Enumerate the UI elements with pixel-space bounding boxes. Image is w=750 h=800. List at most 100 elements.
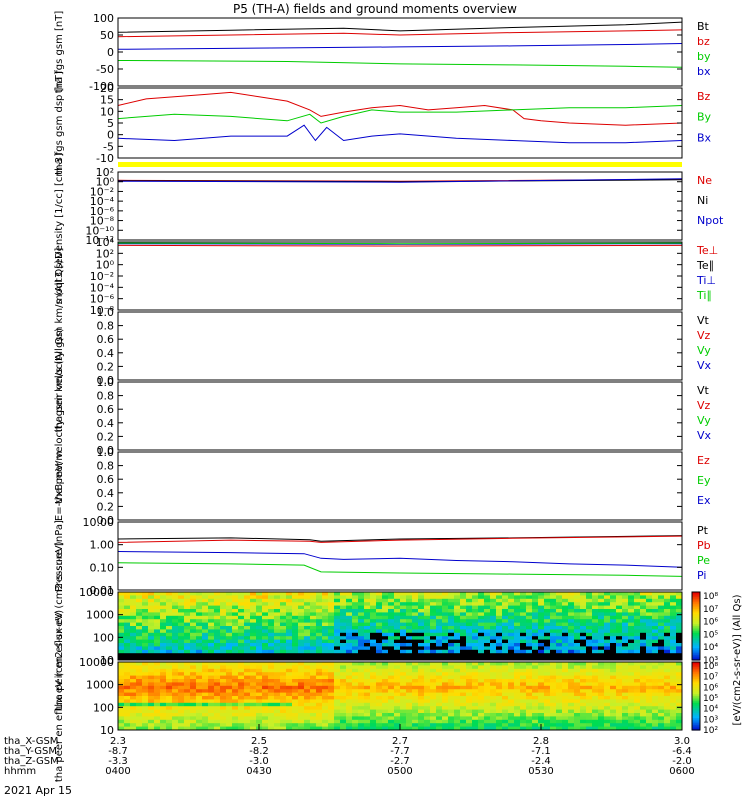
heatmap-cell	[406, 668, 413, 673]
heatmap-cell	[556, 609, 563, 613]
heatmap-cell	[238, 646, 245, 651]
heatmap-cell	[334, 592, 341, 596]
heatmap-cell	[616, 699, 623, 704]
heatmap-cell	[658, 716, 665, 721]
heatmap-cell	[424, 696, 431, 700]
heatmap-cell	[358, 665, 365, 670]
heatmap-cell	[448, 602, 455, 607]
heatmap-cell	[442, 632, 449, 637]
heatmap-cell	[358, 629, 365, 634]
heatmap-cell	[130, 696, 137, 700]
heatmap-cell	[526, 646, 533, 651]
heatmap-cell	[634, 615, 641, 620]
heatmap-cell	[190, 668, 197, 673]
heatmap-cell	[364, 685, 371, 690]
heatmap-cell	[148, 709, 155, 714]
heatmap-cell	[436, 649, 443, 654]
heatmap-cell	[538, 622, 545, 627]
heatmap-cell	[130, 629, 137, 634]
heatmap-cell	[316, 605, 323, 610]
heatmap-cell	[550, 699, 557, 704]
heatmap-cell	[442, 682, 449, 687]
heatmap-cell	[400, 643, 407, 647]
heatmap-cell	[568, 692, 575, 697]
heatmap-cell	[142, 629, 149, 634]
heatmap-cell	[532, 709, 539, 714]
heatmap-cell	[622, 685, 629, 690]
heatmap-cell	[178, 639, 185, 644]
heatmap-cell	[544, 653, 551, 658]
heatmap-cell	[262, 626, 269, 630]
heatmap-cell	[592, 719, 599, 724]
heatmap-cell	[496, 646, 503, 651]
heatmap-cell	[298, 656, 305, 661]
legend-label: Pb	[697, 539, 711, 552]
heatmap-cell	[124, 702, 131, 707]
heatmap-cell	[352, 615, 359, 620]
y-tick-label: 100	[93, 631, 114, 644]
heatmap-cell	[154, 609, 161, 613]
heatmap-cell	[412, 723, 419, 728]
heatmap-cell	[538, 592, 545, 596]
heatmap-cell	[538, 689, 545, 694]
heatmap-cell	[256, 662, 263, 666]
heatmap-cell	[340, 605, 347, 610]
heatmap-cell	[412, 595, 419, 600]
heatmap-cell	[136, 619, 143, 624]
heatmap-cell	[460, 675, 467, 680]
heatmap-cell	[322, 632, 329, 637]
y-tick-label: 10.00	[83, 516, 115, 529]
heatmap-cell	[556, 682, 563, 687]
heatmap-cell	[148, 653, 155, 658]
heatmap-cell	[460, 713, 467, 717]
heatmap-cell	[358, 639, 365, 644]
heatmap-cell	[676, 636, 683, 641]
heatmap-cell	[274, 615, 281, 620]
heatmap-cell	[160, 632, 167, 637]
heatmap-cell	[538, 609, 545, 613]
heatmap-cell	[670, 668, 677, 673]
heatmap-cell	[664, 679, 671, 683]
heatmap-cell	[664, 602, 671, 607]
heatmap-cell	[646, 692, 653, 697]
heatmap-cell	[622, 662, 629, 666]
heatmap-cell	[382, 602, 389, 607]
heatmap-cell	[472, 662, 479, 666]
heatmap-cell	[550, 696, 557, 700]
heatmap-cell	[496, 665, 503, 670]
heatmap-cell	[676, 626, 683, 630]
heatmap-cell	[328, 675, 335, 680]
heatmap-cell	[142, 595, 149, 600]
heatmap-cell	[136, 689, 143, 694]
heatmap-cell	[538, 646, 545, 651]
heatmap-cell	[382, 595, 389, 600]
heatmap-cell	[238, 662, 245, 666]
heatmap-cell	[670, 679, 677, 683]
heatmap-cell	[376, 643, 383, 647]
heatmap-cell	[148, 632, 155, 637]
heatmap-cell	[664, 595, 671, 600]
colorbar-cell	[692, 694, 700, 697]
heatmap-cell	[490, 696, 497, 700]
heatmap-cell	[568, 649, 575, 654]
y-tick-label: 5	[107, 117, 114, 130]
heatmap-cell	[430, 668, 437, 673]
heatmap-cell	[178, 592, 185, 596]
heatmap-cell	[184, 598, 191, 603]
heatmap-cell	[640, 706, 647, 711]
heatmap-cell	[124, 719, 131, 724]
heatmap-cell	[178, 615, 185, 620]
heatmap-cell	[232, 643, 239, 647]
heatmap-cell	[622, 622, 629, 627]
heatmap-cell	[280, 692, 287, 697]
heatmap-cell	[142, 709, 149, 714]
heatmap-cell	[556, 595, 563, 600]
heatmap-cell	[640, 675, 647, 680]
heatmap-cell	[472, 689, 479, 694]
heatmap-cell	[478, 672, 485, 677]
heatmap-cell	[184, 699, 191, 704]
y-tick-label: -5	[103, 140, 114, 153]
heatmap-cell	[244, 649, 251, 654]
heatmap-cell	[454, 646, 461, 651]
heatmap-cell	[460, 639, 467, 644]
